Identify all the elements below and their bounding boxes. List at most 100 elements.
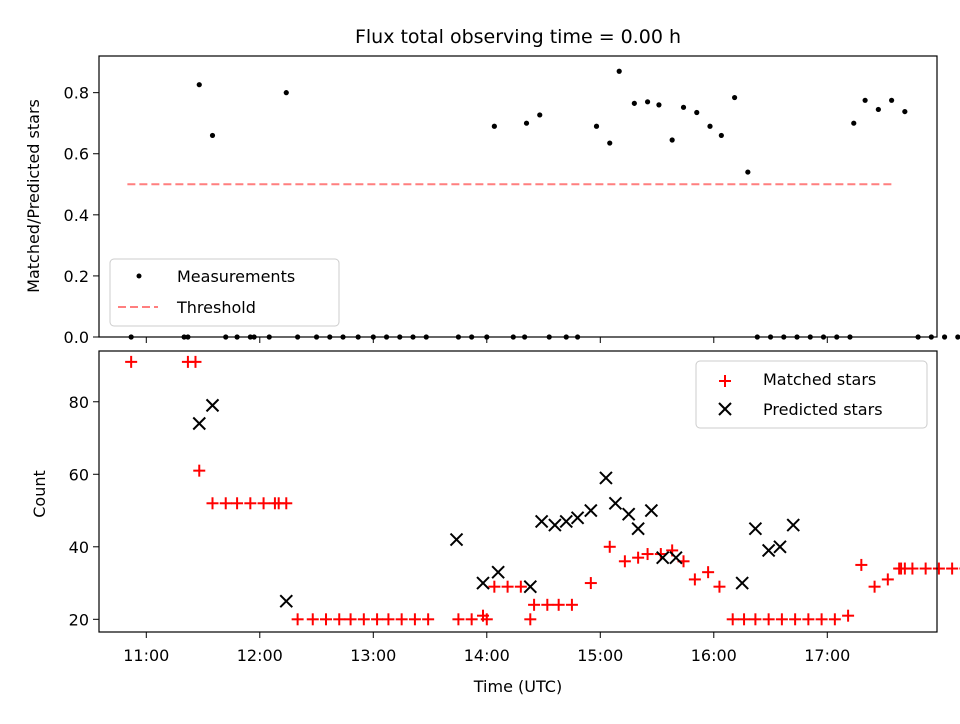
bottom-legend-box bbox=[695, 360, 928, 429]
matched-star-point bbox=[514, 580, 527, 593]
matched-star-point bbox=[641, 548, 654, 561]
matched-star-point bbox=[726, 613, 739, 626]
top-ytick-label: 0.2 bbox=[64, 267, 89, 286]
measurement-point bbox=[491, 123, 497, 129]
matched-star-point bbox=[193, 464, 206, 477]
matched-star-point bbox=[244, 497, 257, 510]
matched-star-point bbox=[815, 613, 828, 626]
predicted-star-point bbox=[631, 521, 645, 536]
matched-star-point bbox=[382, 613, 395, 626]
bottom-y-axis: 20 40 60 80 bbox=[69, 393, 99, 629]
xtick-label: 13:00 bbox=[350, 646, 396, 665]
matched-star-point bbox=[762, 613, 775, 626]
matched-star-point bbox=[713, 580, 726, 593]
top-y-axis-label: Matched/Predicted stars bbox=[24, 99, 43, 293]
measurement-point bbox=[862, 97, 868, 103]
matched-star-point bbox=[125, 355, 138, 368]
measurement-point bbox=[889, 97, 895, 103]
predicted-star-point bbox=[523, 579, 538, 594]
predicted-star-point bbox=[735, 576, 749, 590]
predicted-star-point bbox=[449, 532, 464, 547]
predicted-star-point bbox=[786, 518, 800, 532]
matched-star-point bbox=[257, 497, 270, 510]
bottom-ytick-label: 20 bbox=[69, 610, 89, 629]
bottom-ytick-label: 60 bbox=[69, 465, 89, 484]
matched-star-point bbox=[395, 613, 408, 626]
matched-star-point bbox=[524, 613, 537, 626]
measurement-point bbox=[875, 106, 881, 113]
matched-star-point bbox=[946, 562, 959, 575]
ratio-panel: Flux total observing time = 0.00 h Match… bbox=[24, 26, 960, 347]
top-ytick-label: 0.0 bbox=[64, 328, 89, 347]
legend-marker-predicted-stars bbox=[718, 402, 732, 416]
matched-star-point bbox=[333, 613, 346, 626]
matched-star-point bbox=[898, 562, 911, 575]
measurement-point bbox=[537, 112, 543, 118]
matched-star-point bbox=[344, 613, 357, 626]
legend-label-predicted-stars: Predicted stars bbox=[763, 400, 883, 419]
matched-star-point bbox=[219, 497, 232, 510]
matched-star-point bbox=[802, 613, 815, 626]
matched-star-point bbox=[565, 598, 578, 611]
legend-label-threshold: Threshold bbox=[176, 298, 256, 317]
bottom-x-axis: 11:00 12:00 13:00 14:00 15:00 16:00 17:00 bbox=[123, 632, 850, 665]
matched-star-point bbox=[371, 613, 384, 626]
matched-star-point bbox=[842, 609, 855, 622]
predicted-star-point bbox=[656, 550, 670, 565]
top-legend-box bbox=[109, 258, 340, 327]
predicted-star-point bbox=[584, 503, 598, 518]
matched-star-point bbox=[749, 613, 762, 626]
predicted-star-point bbox=[599, 471, 613, 485]
matched-star-point bbox=[477, 609, 490, 622]
top-y-axis: 0.0 0.2 0.4 0.6 0.8 bbox=[64, 84, 99, 347]
bottom-ytick-label: 40 bbox=[69, 538, 89, 557]
top-axes-frame bbox=[98, 55, 938, 338]
top-ytick-label: 0.4 bbox=[64, 206, 89, 225]
x-axis-label: Time (UTC) bbox=[473, 677, 562, 696]
matched-star-point bbox=[528, 598, 541, 611]
measurement-point bbox=[902, 108, 908, 115]
matched-star-point bbox=[919, 562, 932, 575]
measurement-point bbox=[941, 334, 948, 340]
predicted-star-point bbox=[192, 416, 206, 431]
bottom-y-axis-label: Count bbox=[30, 470, 49, 518]
measurement-point bbox=[955, 334, 960, 340]
measurement-point bbox=[631, 100, 637, 106]
xtick-label: 15:00 bbox=[577, 646, 623, 665]
measurement-point bbox=[283, 90, 289, 96]
matched-star-point bbox=[357, 613, 370, 626]
matched-star-point bbox=[452, 613, 465, 626]
matched-star-point bbox=[932, 562, 945, 575]
measurement-point bbox=[694, 109, 700, 116]
matched-star-point bbox=[408, 613, 421, 626]
predicted-star-point bbox=[570, 511, 585, 525]
predicted-star-point bbox=[476, 576, 490, 590]
bottom-ytick-label: 80 bbox=[69, 393, 89, 412]
legend-marker-measurements bbox=[136, 273, 142, 279]
top-legend: Measurements Threshold bbox=[109, 258, 340, 327]
predicted-star-point bbox=[608, 496, 623, 510]
matched-star-point bbox=[603, 540, 616, 553]
matched-star-point bbox=[552, 598, 565, 611]
predicted-star-point bbox=[491, 565, 505, 579]
top-ytick-label: 0.8 bbox=[64, 84, 89, 103]
matched-star-point bbox=[319, 613, 332, 626]
legend-label-matched-stars: Matched stars bbox=[763, 370, 876, 389]
predicted-star-point bbox=[748, 521, 763, 536]
matched-star-point bbox=[488, 580, 501, 593]
matched-star-point bbox=[775, 613, 788, 626]
measurement-point bbox=[707, 123, 713, 129]
measurement-point bbox=[718, 132, 724, 139]
matched-star-point bbox=[618, 555, 631, 568]
xtick-label: 12:00 bbox=[237, 646, 283, 665]
chart-title: Flux total observing time = 0.00 h bbox=[355, 26, 681, 48]
matched-star-point bbox=[855, 558, 868, 571]
xtick-label: 17:00 bbox=[804, 646, 850, 665]
predicted-star-point bbox=[205, 398, 220, 413]
top-ytick-label: 0.6 bbox=[64, 145, 89, 164]
matched-star-point bbox=[306, 613, 319, 626]
matched-star-point bbox=[231, 497, 244, 510]
measurement-point bbox=[669, 137, 675, 143]
